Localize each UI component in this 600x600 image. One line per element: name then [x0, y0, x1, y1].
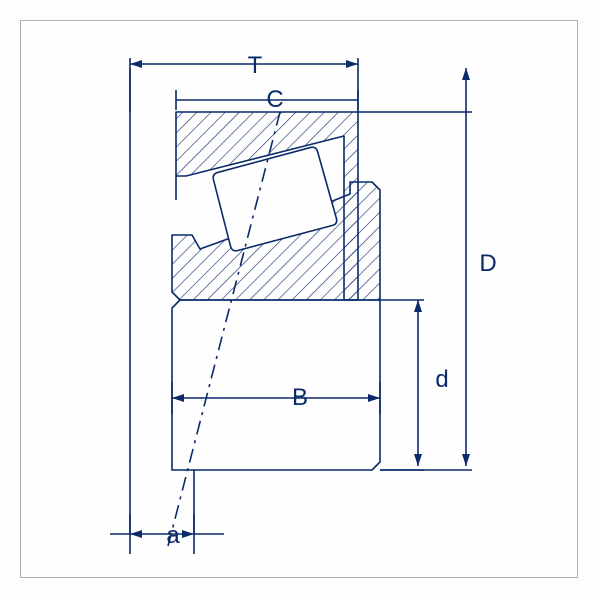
diagram-svg: [20, 20, 578, 578]
bearing-diagram-figure: T C B a D d: [0, 0, 600, 600]
